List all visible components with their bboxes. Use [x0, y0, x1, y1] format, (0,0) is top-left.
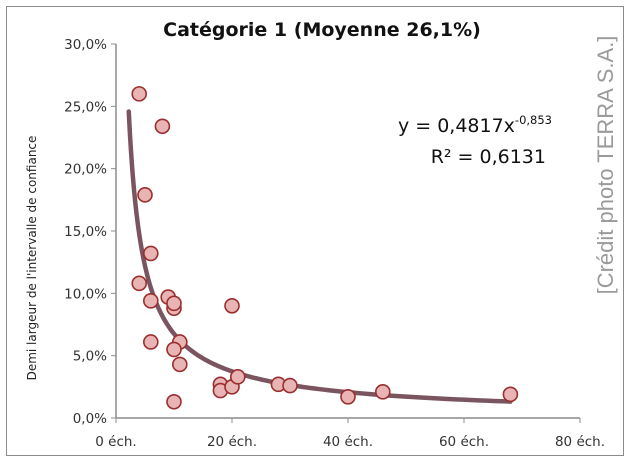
- data-point: [131, 86, 147, 102]
- data-point: [166, 341, 182, 358]
- y-tick-labels: 0,0% 5,0% 10,0% 15,0% 20,0% 25,0% 30,0%: [64, 37, 107, 427]
- data-point: [131, 275, 147, 292]
- x-tick-label: 40 éch.: [323, 434, 373, 450]
- data-point: [340, 389, 356, 405]
- data-point: [166, 393, 182, 410]
- data-point: [137, 187, 153, 203]
- y-tick-label: 20,0%: [64, 162, 107, 178]
- equation-exponent: -0,853: [515, 113, 552, 127]
- axes: [111, 43, 581, 423]
- equation-prefix: y = 0,4817x: [398, 115, 515, 137]
- y-tick-label: 15,0%: [64, 224, 107, 240]
- data-point: [172, 356, 188, 373]
- data-point: [230, 369, 246, 385]
- x-tick-label: 80 éch.: [555, 434, 605, 450]
- y-axis-label: Demi largeur de l'intervalle de confianc…: [25, 136, 39, 381]
- r-squared: R² = 0,6131: [431, 146, 546, 168]
- data-point: [166, 295, 182, 312]
- x-tick-label: 0 éch.: [95, 434, 136, 450]
- data-point: [374, 384, 391, 400]
- x-tick-label: 60 éch.: [439, 434, 489, 450]
- y-tick-label: 10,0%: [64, 286, 107, 302]
- y-tick-label: 5,0%: [73, 349, 107, 365]
- data-point: [282, 377, 298, 394]
- data-point: [143, 293, 159, 309]
- chart-frame: [6, 6, 624, 456]
- y-tick-label: 25,0%: [64, 99, 107, 115]
- trendline: [126, 109, 513, 404]
- data-point: [502, 386, 519, 403]
- y-tick-label: 0,0%: [73, 411, 107, 427]
- data-point: [154, 118, 171, 135]
- photo-credit-watermark: [Crédit photo TERRA S.A.]: [593, 36, 618, 295]
- trendline-equation: y = 0,4817x-0,853: [398, 113, 552, 137]
- trendline-group: [126, 109, 513, 404]
- x-tick-label: 20 éch.: [207, 434, 257, 450]
- data-point: [143, 334, 159, 350]
- y-tick-label: 30,0%: [64, 37, 107, 53]
- data-points: [131, 86, 519, 410]
- data-point: [224, 297, 240, 314]
- x-tick-labels: 0 éch. 20 éch. 40 éch. 60 éch. 80 éch.: [95, 434, 605, 450]
- chart-title: Catégorie 1 (Moyenne 26,1%): [163, 19, 481, 41]
- data-point: [143, 245, 159, 262]
